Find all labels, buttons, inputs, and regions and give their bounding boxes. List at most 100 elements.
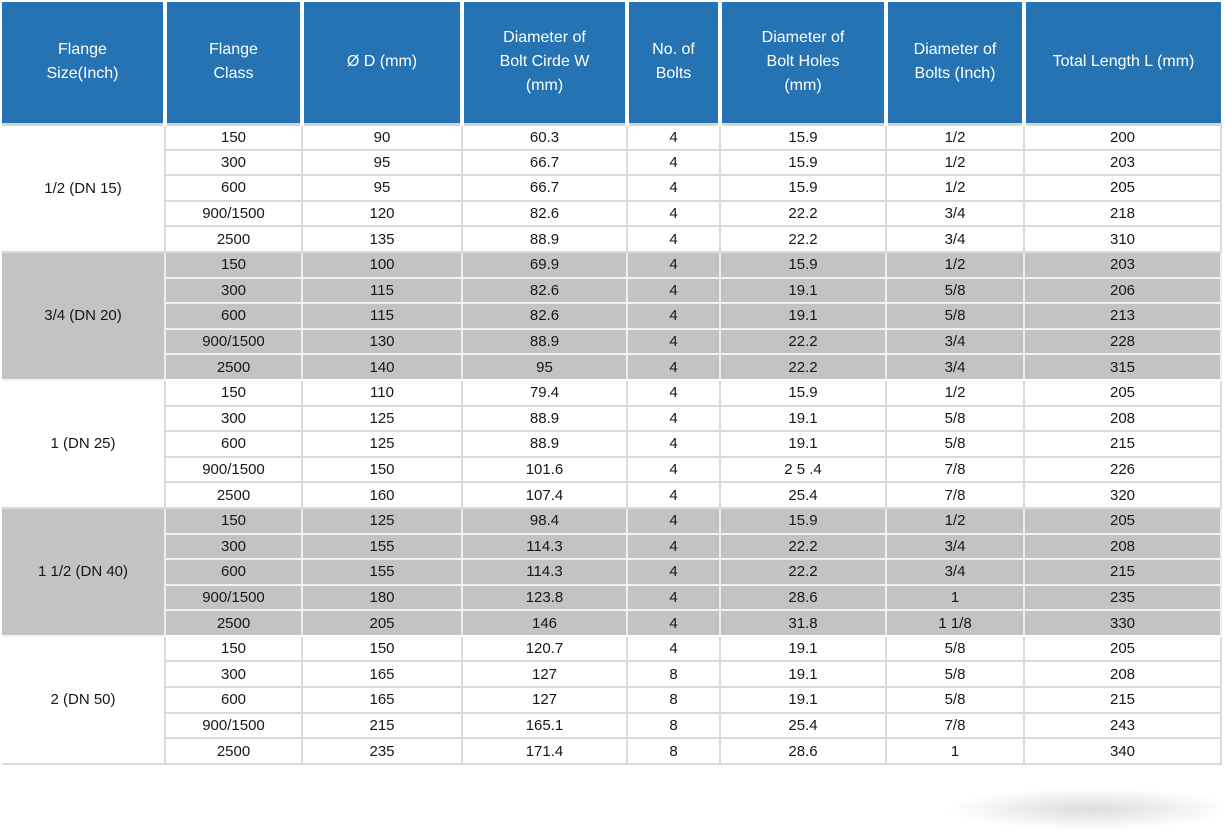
table-cell: 4 [627,328,721,356]
table-cell: 213 [1024,303,1222,330]
table-cell: 66.7 [462,175,628,202]
table-cell: 165 [302,661,463,689]
table-cell: 165 [302,687,463,714]
table-cell: 315 [1024,354,1222,381]
table-cell: 90 [302,124,463,151]
table-row: 2 (DN 50) 150 150 120.7 4 19.1 5/8 205 [2,635,1222,765]
table-cell: 4 [627,277,721,305]
table-row: 600 125 88.9 4 19.1 5/8 215 [2,431,1222,458]
table-cell: 215 [1024,431,1222,458]
table-cell: 3/4 [886,328,1025,356]
table-cell: 4 [627,149,721,177]
table-cell: 120 [302,200,463,228]
table-cell: 900/1500 [165,456,303,484]
table-cell: 88.9 [462,328,628,356]
table-cell: 155 [302,559,463,586]
table-cell: 88.9 [462,431,628,458]
table-cell: 22.2 [720,226,887,253]
table-row: 1 1/2 (DN 40) 150 125 98.4 4 15.9 1/2 205 [2,507,1222,637]
table-cell: 123.8 [462,584,628,612]
table-row: 1/2 (DN 15) 150 90 60.3 4 15.9 1/2 200 [2,124,1222,253]
table-cell: 4 [627,456,721,484]
table-cell: 150 [165,635,303,663]
table-cell: 7/8 [886,712,1025,740]
table-cell: 15.9 [720,251,887,279]
table-row: 300 125 88.9 4 19.1 5/8 208 [2,405,1222,433]
table-row: 600 115 82.6 4 19.1 5/8 213 [2,303,1222,330]
table-body: 1/2 (DN 15) 150 90 60.3 4 15.9 1/2 200 300 95 66.7… [2,124,1222,765]
table-row: 600 165 127 8 19.1 5/8 215 [2,687,1222,714]
table-cell: 25.4 [720,482,887,509]
table-cell: 127 [462,661,628,689]
table-cell: 4 [627,251,721,279]
table-cell: 900/1500 [165,584,303,612]
table-cell: 5/8 [886,687,1025,714]
table-cell: 115 [302,277,463,305]
table-cell: 15.9 [720,175,887,202]
table-cell: 208 [1024,661,1222,689]
table-cell: 320 [1024,482,1222,509]
table-cell: 88.9 [462,226,628,253]
table-cell: 1/2 [886,149,1025,177]
table-cell: 31.8 [720,610,887,637]
table-cell: 1/2 [886,251,1025,279]
table-cell: 88.9 [462,405,628,433]
table-cell: 1 [886,738,1025,765]
table-cell: 8 [627,712,721,740]
table-cell: 300 [165,661,303,689]
table-cell: 1 [886,584,1025,612]
table-cell: 600 [165,687,303,714]
table-row: 2500 235 171.4 8 28.6 1 340 [2,738,1222,765]
flange-size-cell: 1 1/2 (DN 40) [2,507,166,637]
flange-size-cell: 3/4 (DN 20) [2,251,166,381]
table-cell: 900/1500 [165,328,303,356]
table-cell: 218 [1024,200,1222,228]
table-cell: 19.1 [720,687,887,714]
table-cell: 8 [627,738,721,765]
table-cell: 235 [1024,584,1222,612]
table-row: 1 (DN 25) 150 110 79.4 4 15.9 1/2 205 [2,379,1222,509]
table-cell: 205 [302,610,463,637]
table-row: 900/1500 180 123.8 4 28.6 1 235 [2,584,1222,612]
table-cell: 100 [302,251,463,279]
table-cell: 7/8 [886,482,1025,509]
table-cell: 22.2 [720,354,887,381]
table-cell: 82.6 [462,277,628,305]
table-cell: 140 [302,354,463,381]
table-cell: 1/2 [886,507,1025,535]
table-cell: 95 [302,175,463,202]
table-cell: 4 [627,226,721,253]
table-cell: 7/8 [886,456,1025,484]
table-cell: 114.3 [462,559,628,586]
table-row: 3/4 (DN 20) 150 100 69.9 4 15.9 1/2 203 [2,251,1222,381]
table-cell: 4 [627,124,721,151]
flange-dimensions-table-page: Flange Size(Inch) Flange Class Ø D (mm) … [2,2,1222,765]
table-cell: 5/8 [886,431,1025,458]
table-cell: 8 [627,687,721,714]
table-cell: 4 [627,175,721,202]
table-cell: 2500 [165,610,303,637]
table-cell: 2 5 .4 [720,456,887,484]
table-cell: 101.6 [462,456,628,484]
table-cell: 19.1 [720,405,887,433]
table-cell: 600 [165,559,303,586]
table-cell: 4 [627,379,721,407]
table-cell: 150 [165,251,303,279]
table-cell: 22.2 [720,200,887,228]
col-header-diameter-d: Ø D (mm) [302,2,464,126]
table-cell: 600 [165,303,303,330]
table-cell: 1 1/8 [886,610,1025,637]
table-cell: 235 [302,738,463,765]
table-cell: 4 [627,482,721,509]
table-row: 900/1500 130 88.9 4 22.2 3/4 228 [2,328,1222,356]
table-cell: 4 [627,354,721,381]
table-cell: 330 [1024,610,1222,637]
table-cell: 19.1 [720,635,887,663]
table-cell: 205 [1024,507,1222,535]
table-cell: 125 [302,405,463,433]
table-cell: 215 [302,712,463,740]
table-cell: 206 [1024,277,1222,305]
table-row: 300 155 114.3 4 22.2 3/4 208 [2,533,1222,561]
table-row: 900/1500 150 101.6 4 2 5 .4 7/8 226 [2,456,1222,484]
table-cell: 95 [462,354,628,381]
